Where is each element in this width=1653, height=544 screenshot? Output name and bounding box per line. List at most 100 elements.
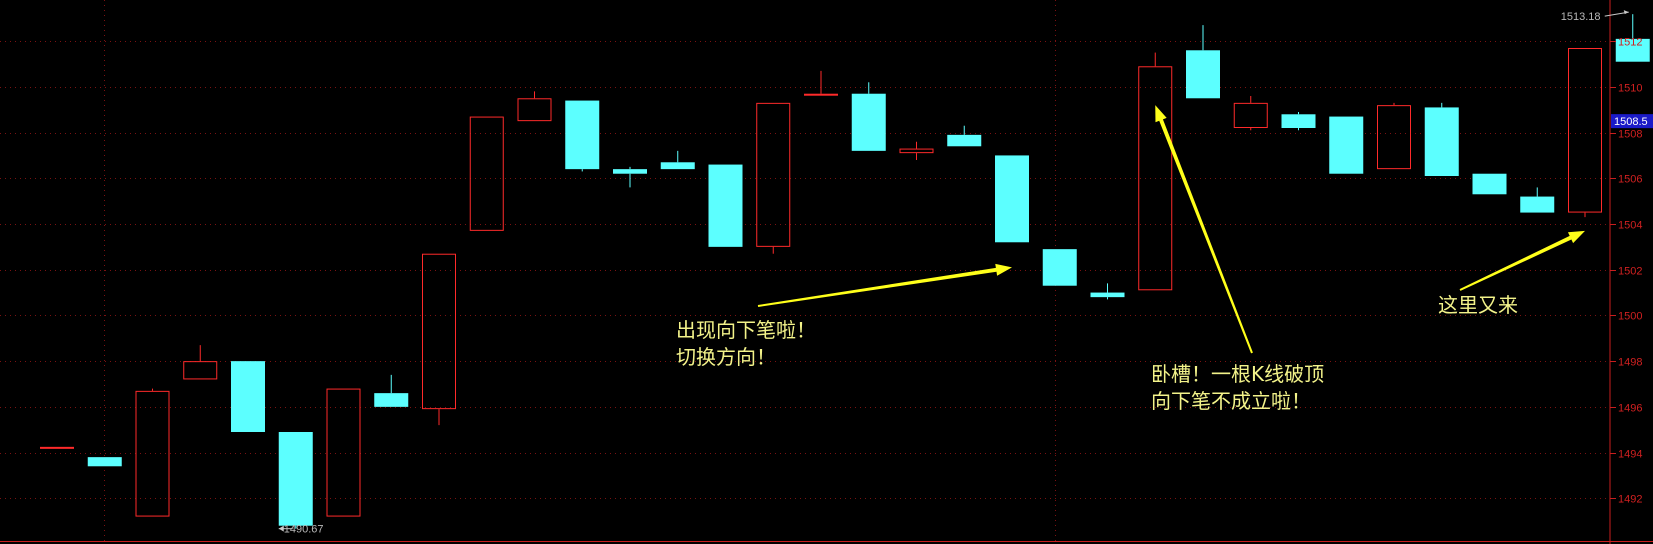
low-marker-arrowhead — [278, 525, 284, 532]
candle-body-down — [613, 169, 647, 174]
y-tick-label: 1500 — [1618, 311, 1642, 323]
candle-body-down — [1615, 38, 1650, 62]
candle — [708, 164, 743, 247]
candle — [135, 388, 170, 517]
y-tick-label: 1494 — [1618, 449, 1642, 461]
candle — [1233, 96, 1268, 131]
candle — [1042, 249, 1077, 286]
candle — [1329, 116, 1364, 174]
y-tick-label: 1512 — [1618, 37, 1642, 49]
y-tick-label: 1508 — [1618, 129, 1642, 141]
y-tick-label: 1510 — [1618, 83, 1642, 95]
candle-body-down — [1090, 292, 1125, 298]
annotation-text: 切换方向！ — [676, 345, 776, 369]
candle-body-up — [517, 98, 552, 122]
candle — [374, 374, 409, 407]
candle-body-up — [1233, 102, 1268, 128]
candles-group — [40, 14, 1650, 529]
candle-body-up — [183, 361, 218, 380]
candle — [756, 102, 791, 254]
candle-body-down — [374, 393, 409, 407]
candle-body-up — [1138, 66, 1173, 291]
extreme-markers: 1513.18 1490.67 — [278, 10, 1629, 536]
candle — [660, 150, 695, 170]
annotation-arrow — [1155, 105, 1253, 354]
candle-body-up — [326, 388, 361, 517]
annotation-text: 出现向下笔啦！ — [676, 318, 816, 342]
high-marker-arrowhead — [1623, 10, 1629, 15]
current-price-box — [1611, 114, 1653, 129]
candle — [278, 432, 313, 529]
candle — [1472, 173, 1507, 195]
y-tick-label: 1498 — [1618, 357, 1642, 369]
candle-body-up — [422, 253, 456, 410]
candle-body-up — [1568, 48, 1602, 213]
annotation-text: 卧槽！一根K线破顶 — [1151, 362, 1324, 386]
candle — [87, 457, 122, 467]
candle — [1377, 102, 1411, 170]
candle-body-down — [1424, 107, 1459, 176]
y-tick-label: 1492 — [1618, 494, 1642, 506]
candle — [947, 125, 982, 147]
candle — [183, 345, 218, 380]
candle — [517, 91, 552, 122]
candle-body-down — [1186, 50, 1220, 99]
annotation-arrow — [1459, 230, 1585, 291]
candle-body-up — [804, 93, 838, 96]
candle — [1615, 14, 1650, 62]
y-tick-label: 1502 — [1618, 266, 1642, 278]
candle-body-down — [1472, 173, 1507, 195]
candle — [326, 388, 361, 517]
candle-body-down — [1281, 114, 1316, 128]
candle-body-down — [851, 93, 886, 151]
candle-body-down — [708, 164, 743, 247]
candle — [899, 141, 934, 160]
y-tick-label: 1504 — [1618, 220, 1642, 232]
candle — [40, 446, 74, 449]
annotation-text: 向下笔不成立啦！ — [1151, 389, 1311, 413]
candle — [1520, 187, 1555, 213]
annotation-arrow — [757, 263, 1012, 307]
candle — [995, 155, 1029, 243]
candle — [851, 82, 886, 151]
candle-body-up — [40, 446, 74, 449]
candle — [231, 361, 265, 432]
candle — [804, 70, 838, 96]
candle — [1568, 48, 1602, 218]
candle-body-up — [756, 102, 791, 247]
candle — [1424, 102, 1459, 176]
candle-body-down — [278, 432, 313, 526]
candle-body-up — [1377, 105, 1411, 170]
candle — [613, 166, 647, 188]
candle-body-down — [660, 162, 695, 170]
low-marker-label: 1490.67 — [284, 524, 324, 536]
candle-body-down — [87, 457, 122, 467]
y-tick-label: 1506 — [1618, 174, 1642, 186]
candle-body-up — [135, 390, 170, 517]
candle-body-down — [231, 361, 265, 432]
candle-body-down — [995, 155, 1029, 243]
candle — [565, 100, 600, 172]
candle-body-down — [1042, 249, 1077, 286]
candle-body-up — [469, 116, 504, 231]
current-price-label: 1508.5 — [1614, 116, 1648, 128]
grid-lines — [0, 0, 1610, 544]
candle-body-down — [947, 134, 982, 147]
candle-body-down — [1520, 196, 1555, 213]
y-tick-label: 1496 — [1618, 403, 1642, 415]
annotation-text: 这里又来 — [1438, 293, 1518, 317]
candle — [1138, 52, 1173, 291]
candle — [1186, 25, 1220, 99]
candle — [1281, 112, 1316, 131]
candle-body-up — [899, 148, 934, 154]
candle — [422, 253, 456, 426]
high-marker-label: 1513.18 — [1561, 11, 1601, 23]
candle-body-down — [1329, 116, 1364, 174]
candle — [469, 116, 504, 231]
candle — [1090, 283, 1125, 300]
candle-body-down — [565, 100, 600, 170]
